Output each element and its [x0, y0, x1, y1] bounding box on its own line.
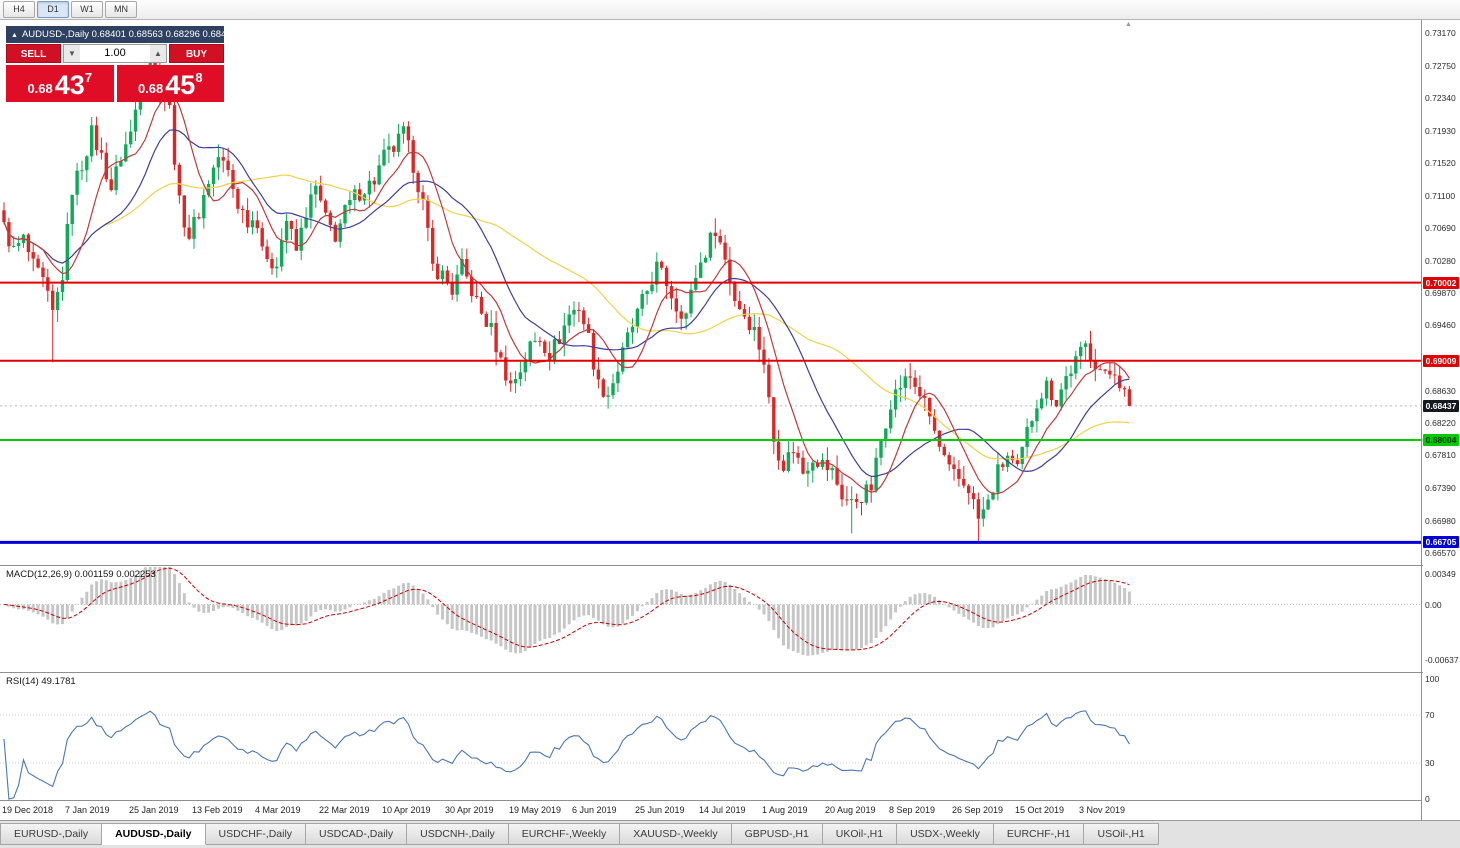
date-axis-label: 30 Apr 2019: [445, 805, 494, 815]
buy-price-pipette: 8: [195, 70, 203, 85]
macd-axis-label: -0.00637: [1425, 655, 1459, 665]
date-axis-label: 14 Jul 2019: [699, 805, 746, 815]
price-level-marker: 0.69009: [1423, 355, 1459, 367]
date-axis-label: 4 Mar 2019: [255, 805, 301, 815]
chart-tab-ukoil-h1[interactable]: UKOil-,H1: [822, 823, 898, 845]
buy-price-button[interactable]: 0.68 45 8: [116, 65, 224, 102]
date-axis-label: 13 Feb 2019: [192, 805, 243, 815]
price-level-marker: 0.70002: [1423, 277, 1459, 289]
date-axis-label: 7 Jan 2019: [65, 805, 110, 815]
sell-price-prefix: 0.68: [27, 81, 53, 96]
chart-tab-usdchf-daily[interactable]: USDCHF-,Daily: [205, 823, 307, 845]
chart-tab-eurchf-h1[interactable]: EURCHF-,H1: [993, 823, 1085, 845]
chart-shift-marker-icon: ▲: [1125, 21, 1132, 28]
pane-separator[interactable]: [0, 565, 1460, 566]
date-axis-label: 26 Sep 2019: [952, 805, 1004, 815]
date-axis-label: 3 Nov 2019: [1079, 805, 1126, 815]
price-axis-label: 0.68220: [1425, 418, 1456, 428]
price-axis-label: 0.71930: [1425, 126, 1456, 136]
price-axis-label: 0.68630: [1425, 386, 1456, 396]
rsi-indicator-pane[interactable]: [0, 673, 1421, 800]
chart-tab-xauusd-weekly[interactable]: XAUUSD-,Weekly: [620, 823, 732, 845]
rsi-axis-label: 70: [1425, 710, 1435, 720]
date-axis-label: 6 Jun 2019: [572, 805, 617, 815]
lot-size-value[interactable]: 1.00: [104, 47, 126, 59]
timeframe-button-mn[interactable]: MN: [105, 1, 137, 18]
price-axis-label: 0.72340: [1425, 93, 1456, 103]
chart-area: 19 Dec 2018 7 Jan 2019 25 Jan 2019 13 Feb 2…: [0, 20, 1460, 820]
chart-tab-eurchf-weekly[interactable]: EURCHF-,Weekly: [508, 823, 621, 845]
timeframe-button-w1[interactable]: W1: [71, 1, 103, 18]
price-axis-label: 0.69460: [1425, 320, 1456, 330]
sell-price-pipette: 7: [84, 70, 93, 85]
rsi-axis-label: 30: [1425, 758, 1435, 768]
chart-tab-bar: EURUSD-,Daily AUDUSD-,Daily USDCHF-,Daily U…: [0, 820, 1460, 848]
date-axis-label: 19 May 2019: [509, 805, 562, 815]
price-level-marker: 0.68004: [1423, 434, 1459, 446]
chart-tab-usdx-weekly[interactable]: USDX-,Weekly: [897, 823, 994, 845]
chart-tab-usoil-h1[interactable]: USOil-,H1: [1084, 823, 1159, 845]
price-axis-label: 0.73170: [1425, 28, 1456, 38]
date-axis: 19 Dec 2018 7 Jan 2019 25 Jan 2019 13 Feb 2…: [0, 801, 1421, 820]
price-axis-label: 0.71100: [1425, 191, 1456, 201]
chart-title: AUDUSD-,Daily 0.68401 0.68563 0.68296 0.…: [21, 29, 237, 40]
chart-tab-gbpusd-h1[interactable]: GBPUSD-,H1: [731, 823, 823, 845]
rsi-axis-label: 0: [1425, 794, 1430, 804]
sell-price-button[interactable]: 0.68 43 7: [6, 65, 114, 102]
buy-price-prefix: 0.68: [137, 81, 164, 96]
date-axis-label: 15 Oct 2019: [1015, 805, 1065, 815]
lot-size-field[interactable]: ▼ 1.00 ▲: [63, 44, 167, 63]
price-axis: 0.73170 0.72750 0.72340 0.71930 0.71520 0.711…: [1423, 20, 1460, 820]
sell-button[interactable]: SELL: [6, 44, 61, 63]
price-level-marker: 0.68437: [1423, 400, 1459, 412]
chart-tab-audusd-daily[interactable]: AUDUSD-,Daily: [102, 823, 206, 845]
price-level-marker: 0.66705: [1423, 536, 1459, 548]
date-axis-label: 25 Jun 2019: [635, 805, 685, 815]
lot-decrease-button[interactable]: ▼: [64, 45, 80, 62]
date-axis-label: 25 Jan 2019: [129, 805, 179, 815]
date-axis-label: 19 Dec 2018: [2, 805, 54, 815]
date-axis-label: 20 Aug 2019: [825, 805, 876, 815]
one-click-trading-panel: ▲ AUDUSD-,Daily 0.68401 0.68563 0.68296 0…: [6, 26, 237, 102]
chart-tab-usdcad-daily[interactable]: USDCAD-,Daily: [306, 823, 408, 845]
axis-separator: [0, 800, 1421, 801]
chart-tab-eurusd-daily[interactable]: EURUSD-,Daily: [0, 823, 103, 845]
candlestick-chart[interactable]: [0, 20, 1421, 565]
chart-plot: 19 Dec 2018 7 Jan 2019 25 Jan 2019 13 Feb 2…: [0, 20, 1460, 820]
price-axis-label: 0.67810: [1425, 450, 1456, 460]
date-axis-label: 10 Apr 2019: [382, 805, 431, 815]
price-axis-label: 0.69870: [1425, 288, 1456, 298]
macd-axis-label: 0.00: [1425, 600, 1442, 610]
macd-axis-label: 0.00349: [1425, 569, 1456, 579]
buy-price-main: 45: [165, 70, 196, 100]
price-axis-label: 0.71520: [1425, 158, 1456, 168]
pane-separator[interactable]: [0, 672, 1460, 673]
rsi-label: RSI(14) 49.1781: [6, 676, 76, 687]
date-axis-label: 8 Sep 2019: [889, 805, 936, 815]
timeframe-button-h4[interactable]: H4: [3, 1, 35, 18]
lot-increase-button[interactable]: ▲: [150, 45, 166, 62]
macd-indicator-pane[interactable]: [0, 566, 1421, 672]
sell-price-main: 43: [54, 70, 85, 100]
price-axis-border: [1421, 20, 1422, 820]
chart-tab-usdcnh-daily[interactable]: USDCNH-,Daily: [407, 823, 509, 845]
macd-label: MACD(12,26,9) 0.001159 0.002253: [6, 569, 156, 580]
date-axis-label: 1 Aug 2019: [762, 805, 808, 815]
buy-button[interactable]: BUY: [169, 44, 224, 63]
rsi-axis-label: 100: [1425, 674, 1440, 684]
timeframe-button-d1[interactable]: D1: [37, 1, 69, 18]
price-axis-label: 0.66980: [1425, 516, 1456, 526]
price-axis-label: 0.66570: [1425, 548, 1456, 558]
collapse-arrow-icon[interactable]: ▲: [11, 32, 18, 39]
chart-title-bar[interactable]: ▲ AUDUSD-,Daily 0.68401 0.68563 0.68296 0…: [6, 26, 237, 43]
price-axis-label: 0.72750: [1425, 61, 1456, 71]
date-axis-label: 22 Mar 2019: [319, 805, 370, 815]
price-axis-label: 0.67390: [1425, 483, 1456, 493]
timeframe-toolbar: H4 D1 W1 MN: [0, 0, 1460, 20]
price-axis-label: 0.70690: [1425, 223, 1456, 233]
price-axis-label: 0.70280: [1425, 256, 1456, 266]
